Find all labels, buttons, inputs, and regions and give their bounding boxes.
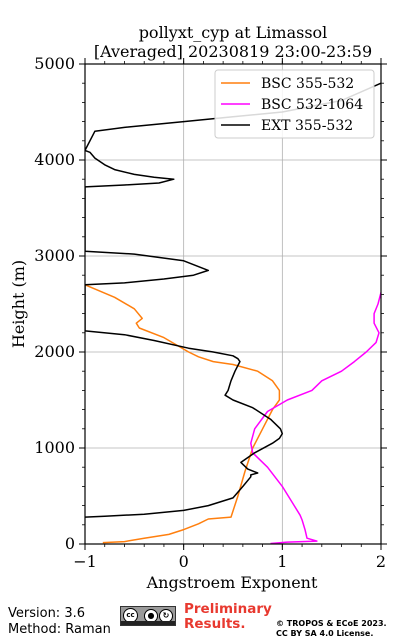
version-text: Version: 3.6 xyxy=(8,606,85,621)
series-line-ext-355-532 xyxy=(85,82,381,518)
plot-frame xyxy=(84,63,382,545)
x-tick-label: 0 xyxy=(179,552,189,571)
legend-box xyxy=(214,69,375,139)
chart-title-line2: [Averaged] 20230819 23:00-23:59 xyxy=(94,42,372,61)
copyright-notice: © TROPOS & ECoE 2023. CC BY SA 4.0 Licen… xyxy=(276,619,387,639)
x-tick-label: 2 xyxy=(376,552,386,571)
copyright-line1: © TROPOS & ECoE 2023. xyxy=(276,619,387,628)
method-text: Method: Raman xyxy=(8,622,111,637)
y-tick-label: 3000 xyxy=(34,246,75,265)
legend-label-bsc-355-532: BSC 355-532 xyxy=(261,76,354,92)
cc-icon: cc xyxy=(123,608,138,623)
y-tick-label: 2000 xyxy=(34,342,75,361)
preliminary-notice: Preliminary Results. xyxy=(184,602,272,632)
y-tick-label: 0 xyxy=(65,534,75,553)
legend-label-ext-355-532: EXT 355-532 xyxy=(261,118,353,134)
legend-label-bsc-532-1064: BSC 532-1064 xyxy=(261,97,363,113)
preliminary-line2: Results. xyxy=(184,616,246,632)
cc-license-badge: cc ● ↻ xyxy=(120,606,176,626)
preliminary-line1: Preliminary xyxy=(184,601,272,617)
series-line-bsc-532-1064 xyxy=(250,292,381,544)
y-tick-label: 5000 xyxy=(34,54,75,73)
series-layer xyxy=(85,82,381,544)
series-line-bsc-355-532 xyxy=(85,284,281,544)
x-tick-label: −1 xyxy=(73,552,97,571)
x-axis-label: Angstroem Exponent xyxy=(146,573,318,592)
y-tick-label: 4000 xyxy=(34,150,75,169)
y-axis-label: Height (m) xyxy=(9,260,28,348)
legend: BSC 355-532 BSC 532-1064 EXT 355-532 xyxy=(214,69,375,139)
y-tick-label: 1000 xyxy=(34,438,75,457)
x-tick-label: 1 xyxy=(277,552,287,571)
copyright-line2: CC BY SA 4.0 License. xyxy=(276,629,374,638)
chart-title-line1: pollyxt_cyp at Limassol xyxy=(139,23,328,42)
badge-bar xyxy=(121,621,175,625)
